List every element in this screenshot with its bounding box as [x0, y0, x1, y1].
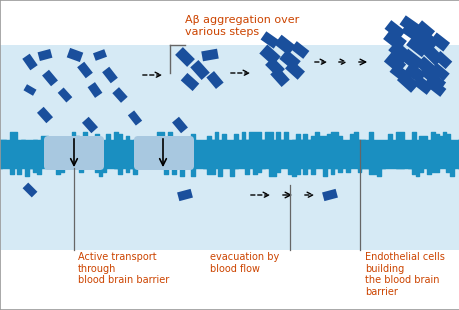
- Polygon shape: [290, 41, 309, 59]
- Text: Active transport
through
blood brain barrier: Active transport through blood brain bar…: [78, 252, 169, 285]
- Polygon shape: [285, 60, 304, 80]
- Polygon shape: [396, 71, 418, 93]
- Polygon shape: [429, 63, 449, 81]
- Polygon shape: [87, 82, 102, 98]
- Bar: [0, 0, 459, 45]
- Polygon shape: [274, 35, 295, 55]
- Polygon shape: [172, 117, 188, 133]
- Polygon shape: [42, 70, 58, 86]
- Polygon shape: [67, 48, 83, 62]
- Polygon shape: [419, 65, 439, 85]
- Bar: [0, 45, 459, 140]
- Polygon shape: [403, 63, 425, 83]
- Polygon shape: [415, 56, 437, 78]
- Text: evacuation by
blood flow: evacuation by blood flow: [210, 252, 279, 274]
- Polygon shape: [259, 45, 280, 65]
- Polygon shape: [180, 73, 199, 91]
- Polygon shape: [206, 71, 223, 89]
- Polygon shape: [421, 44, 443, 66]
- Polygon shape: [433, 51, 451, 69]
- Polygon shape: [321, 189, 337, 201]
- Polygon shape: [387, 41, 411, 64]
- Polygon shape: [383, 52, 405, 74]
- Polygon shape: [37, 107, 53, 123]
- Polygon shape: [416, 29, 438, 51]
- Polygon shape: [399, 49, 423, 71]
- Polygon shape: [405, 35, 429, 57]
- Polygon shape: [128, 110, 142, 126]
- Polygon shape: [398, 15, 420, 35]
- Polygon shape: [38, 49, 52, 61]
- Polygon shape: [22, 54, 38, 70]
- Polygon shape: [264, 57, 284, 77]
- FancyBboxPatch shape: [134, 136, 194, 170]
- Bar: [0, 168, 459, 250]
- Polygon shape: [389, 63, 409, 83]
- Polygon shape: [112, 87, 128, 103]
- Polygon shape: [414, 20, 434, 40]
- Polygon shape: [425, 73, 445, 91]
- Text: Endothelial cells
building
the blood brain
barrier: Endothelial cells building the blood bra…: [364, 252, 444, 297]
- Polygon shape: [175, 47, 195, 67]
- Polygon shape: [384, 20, 404, 40]
- Bar: [0, 140, 459, 168]
- Polygon shape: [427, 79, 445, 97]
- Polygon shape: [177, 189, 192, 201]
- Polygon shape: [102, 67, 118, 83]
- Polygon shape: [22, 183, 37, 197]
- Polygon shape: [400, 21, 424, 43]
- Polygon shape: [260, 31, 279, 49]
- Polygon shape: [93, 49, 107, 61]
- Polygon shape: [429, 33, 449, 51]
- FancyBboxPatch shape: [44, 136, 104, 170]
- Polygon shape: [269, 67, 289, 87]
- Text: Aβ aggregation over
various steps: Aβ aggregation over various steps: [185, 15, 299, 37]
- Polygon shape: [57, 87, 72, 103]
- Polygon shape: [82, 117, 98, 133]
- Polygon shape: [23, 84, 36, 96]
- Bar: [0, 250, 459, 310]
- Polygon shape: [201, 49, 218, 61]
- Polygon shape: [382, 29, 406, 51]
- Polygon shape: [412, 75, 432, 95]
- Polygon shape: [77, 62, 93, 78]
- Polygon shape: [279, 50, 300, 70]
- Polygon shape: [190, 60, 209, 80]
